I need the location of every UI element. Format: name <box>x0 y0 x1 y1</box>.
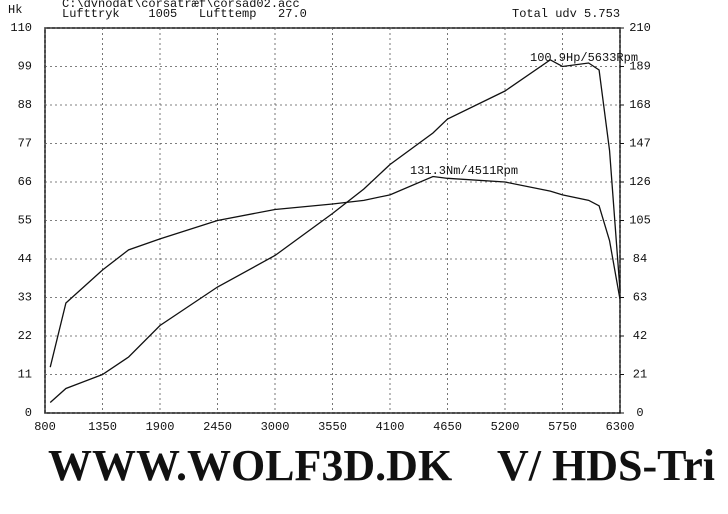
y-tick-label: 110 <box>10 21 32 35</box>
y2-tick-label: 105 <box>629 214 651 228</box>
annotation: 131.3Nm/4511Rpm <box>410 164 518 178</box>
y2-tick-label: 147 <box>629 137 651 151</box>
x-tick-label: 4100 <box>376 420 405 434</box>
y-axis-label: Hk <box>8 3 22 17</box>
y2-tick-label: 42 <box>633 329 647 343</box>
total-output: Total udv 5.753 <box>512 7 620 21</box>
x-tick-label: 1900 <box>146 420 175 434</box>
y2-tick-label: 21 <box>633 368 647 382</box>
file-path: C:\dvnodat\corsatræf\corsad02.acc <box>62 0 300 11</box>
y2-tick-label: 168 <box>629 98 651 112</box>
series-line <box>49 175 621 368</box>
y-tick-label: 88 <box>18 98 32 112</box>
series-line <box>49 59 621 403</box>
y2-tick-label: 189 <box>629 60 651 74</box>
y-tick-label: 77 <box>18 137 32 151</box>
y-tick-label: 11 <box>18 368 32 382</box>
y-tick-label: 22 <box>18 329 32 343</box>
x-tick-label: 1350 <box>88 420 117 434</box>
x-tick-label: 3550 <box>318 420 347 434</box>
y-tick-label: 0 <box>25 406 32 420</box>
annotation: 100.9Hp/5633Rpm <box>530 51 638 65</box>
footer-url: WWW.WOLF3D.DK <box>48 441 452 490</box>
y-tick-label: 99 <box>18 60 32 74</box>
y-tick-label: 55 <box>18 214 32 228</box>
footer-credit: V/ HDS-Tri <box>497 441 715 490</box>
y2-tick-label: 126 <box>629 175 651 189</box>
x-tick-label: 4650 <box>433 420 462 434</box>
y2-tick-label: 0 <box>636 406 643 420</box>
y2-tick-label: 210 <box>629 21 651 35</box>
y2-tick-label: 63 <box>633 291 647 305</box>
y-tick-label: 33 <box>18 291 32 305</box>
x-tick-label: 2450 <box>203 420 232 434</box>
x-tick-label: 5200 <box>491 420 520 434</box>
y2-tick-label: 84 <box>633 252 647 266</box>
y-tick-label: 66 <box>18 175 32 189</box>
conditions: Lufttryk 1005 Lufttemp 27.0 <box>62 7 307 21</box>
x-tick-label: 5750 <box>548 420 577 434</box>
x-tick-label: 6300 <box>606 420 635 434</box>
y-tick-label: 44 <box>18 252 32 266</box>
x-tick-label: 3000 <box>261 420 290 434</box>
x-tick-label: 800 <box>34 420 56 434</box>
